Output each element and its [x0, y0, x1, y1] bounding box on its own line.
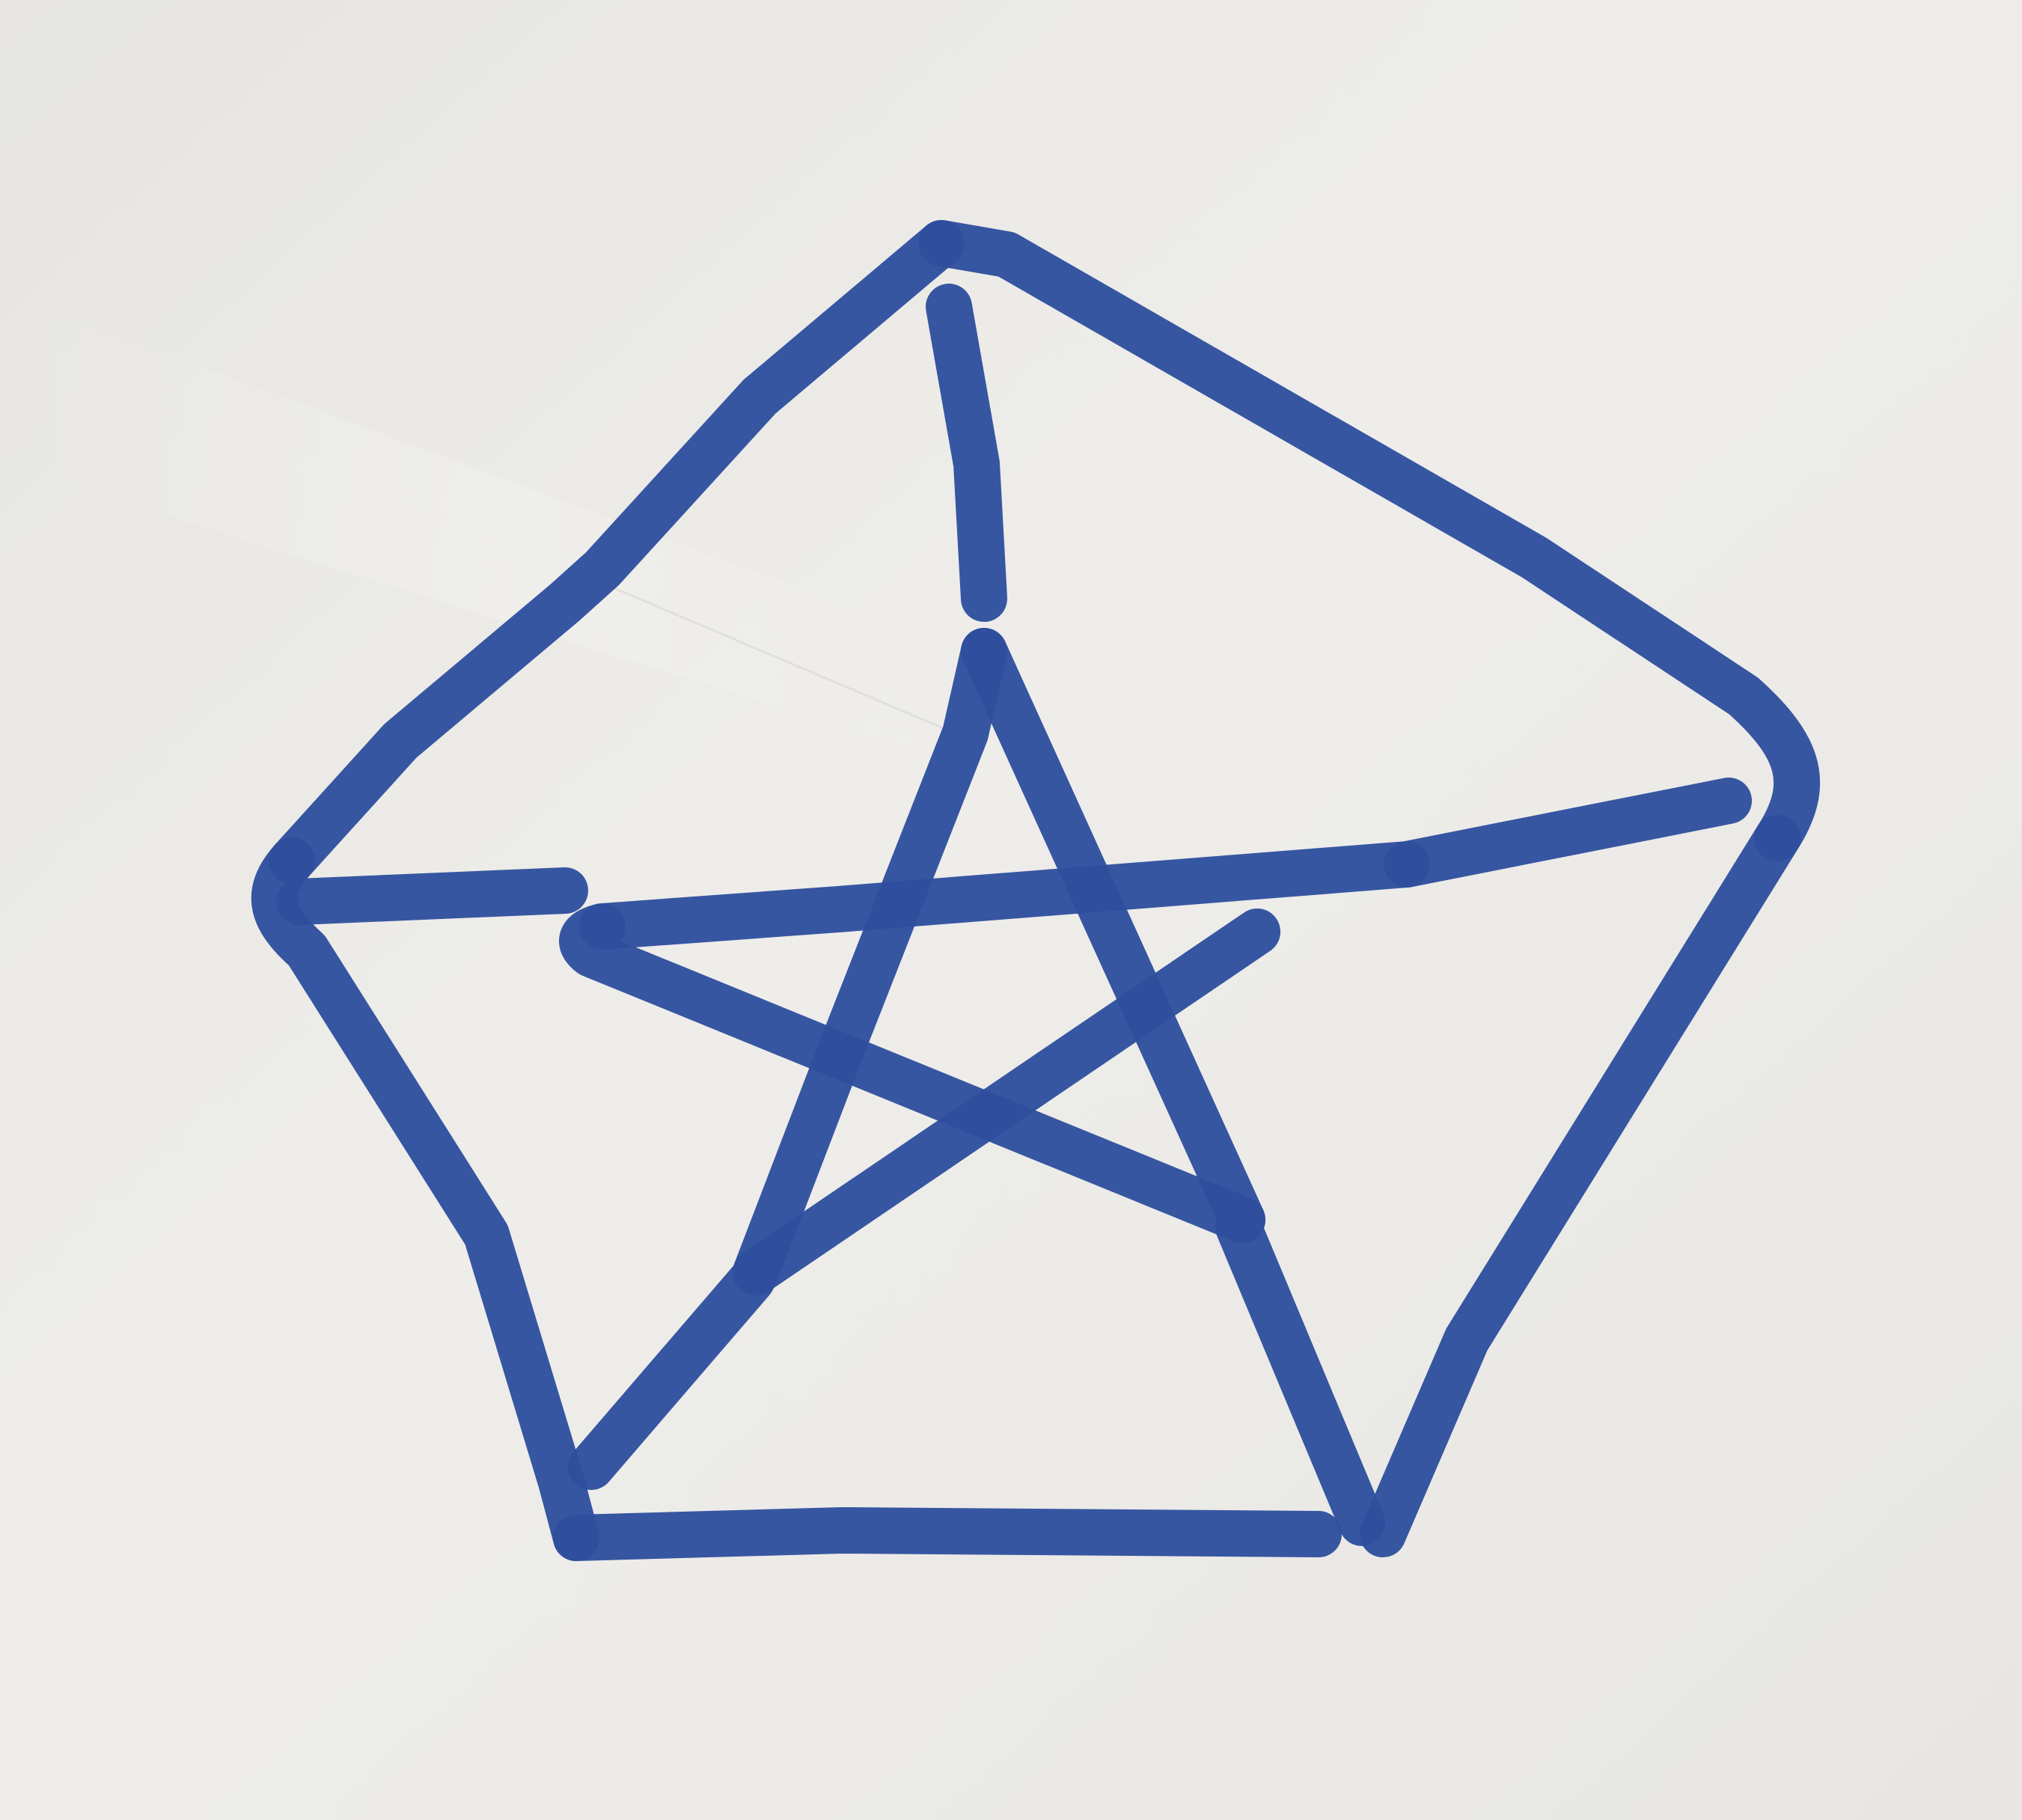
spokes	[276, 284, 1752, 1546]
edge-top-upper-right	[918, 220, 1821, 861]
spoke-lower-left	[568, 1256, 775, 1490]
edge-upper-right-lower-right	[1360, 815, 1800, 1557]
outer-cycle	[251, 220, 1821, 1561]
inner-pentagram	[559, 628, 1430, 1295]
star-edge-inner-left-inner-right	[579, 841, 1430, 950]
paper-crease	[568, 567, 974, 742]
star-edge-inner-top-bottom-right	[961, 628, 1265, 1243]
spoke-lower-right	[1215, 1204, 1385, 1546]
spoke-upper-right	[1384, 778, 1752, 888]
paper-fold-highlight	[0, 292, 988, 756]
edge-left-top	[269, 220, 965, 884]
edge-lower-right-lower-left	[553, 1507, 1342, 1561]
spoke-top	[926, 284, 1007, 622]
star-edge-inner-right-bottom-left	[733, 909, 1280, 1295]
spoke-left	[276, 867, 588, 925]
